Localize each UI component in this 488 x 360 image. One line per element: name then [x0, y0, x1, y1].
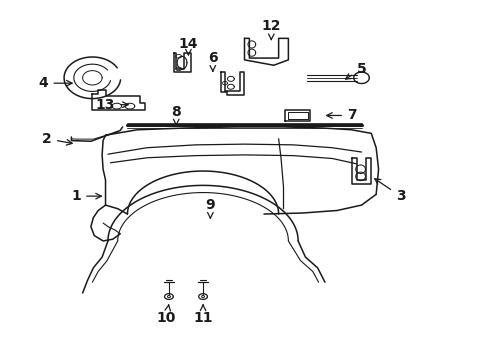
Text: 6: 6	[207, 51, 217, 71]
Text: 3: 3	[374, 179, 405, 203]
Text: 4: 4	[39, 76, 72, 90]
Text: 7: 7	[326, 108, 356, 122]
Text: 11: 11	[193, 305, 212, 325]
Text: 2: 2	[42, 132, 72, 146]
Text: 14: 14	[178, 37, 198, 55]
Text: 8: 8	[171, 105, 181, 125]
Text: 13: 13	[96, 98, 128, 112]
Text: 5: 5	[345, 62, 366, 79]
Text: 1: 1	[71, 189, 101, 203]
Text: 10: 10	[157, 305, 176, 325]
Text: 12: 12	[261, 19, 281, 40]
Text: 9: 9	[205, 198, 215, 218]
